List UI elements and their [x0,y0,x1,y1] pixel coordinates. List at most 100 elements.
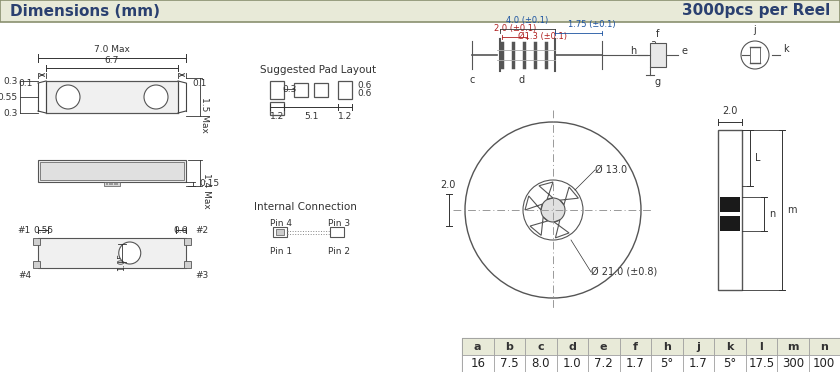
Bar [651,355,683,372]
Text: #3: #3 [195,271,208,280]
Bar [462,338,494,355]
Text: Pin 4: Pin 4 [270,219,292,228]
Text: Ø 13.0: Ø 13.0 [595,165,627,175]
Text: 0.3: 0.3 [3,77,18,86]
Circle shape [144,85,168,109]
Text: 1.2: 1.2 [338,112,352,121]
Bar [720,197,740,212]
Text: Pin 2: Pin 2 [328,247,350,256]
Bar [777,355,809,372]
Text: b: b [506,341,513,352]
Text: Pin 3: Pin 3 [328,219,350,228]
Bar [557,355,588,372]
Bar [0,0,840,22]
Text: Ø 21.0 (±0.8): Ø 21.0 (±0.8) [591,267,657,277]
Bar [330,227,344,237]
Bar [113,183,116,185]
Text: #1: #1 [18,226,31,235]
Bar [46,81,178,113]
Text: e: e [682,46,688,56]
Bar [184,238,191,245]
Text: 0.55: 0.55 [0,93,18,102]
Text: 2.0 (±0.1): 2.0 (±0.1) [494,24,536,33]
Text: 2.0: 2.0 [722,106,738,116]
Text: l: l [759,341,763,352]
Bar [718,130,742,290]
Text: m: m [787,341,799,352]
Text: 1.4 Max: 1.4 Max [202,173,211,209]
Text: 5°: 5° [660,357,674,370]
Text: 1.5 Max: 1.5 Max [200,97,208,133]
Text: 7.5: 7.5 [500,357,518,370]
Bar [525,355,557,372]
Text: 16: 16 [470,357,486,370]
Text: L: L [755,153,760,163]
Bar [338,81,352,99]
Text: k: k [783,44,789,54]
Text: #4: #4 [18,271,31,280]
Text: 100: 100 [813,357,835,370]
Bar [462,338,840,372]
Bar [104,182,120,186]
Text: 1.7: 1.7 [626,357,644,370]
Text: 5.1: 5.1 [304,112,318,121]
Text: k: k [726,341,733,352]
Bar [620,355,651,372]
Text: 1.05: 1.05 [118,253,126,272]
Text: c: c [470,75,475,85]
Bar [651,338,683,355]
Bar [117,183,118,185]
Text: 17.5: 17.5 [748,357,774,370]
Text: 0.1: 0.1 [18,78,33,87]
Bar [720,217,740,231]
Bar [106,183,108,185]
Bar [273,227,287,237]
Text: Ø1.3 (±0.1): Ø1.3 (±0.1) [518,32,567,41]
Circle shape [541,198,565,222]
Bar [111,183,113,185]
Bar [746,355,777,372]
Text: g: g [655,77,661,87]
Bar [557,338,588,355]
Text: 3000pcs per Reel: 3000pcs per Reel [682,3,830,19]
Bar [809,338,840,355]
Text: 1.0: 1.0 [563,357,581,370]
Bar [462,355,494,372]
Text: 6.7: 6.7 [105,56,119,65]
Text: 0.1: 0.1 [192,78,207,87]
Text: #2: #2 [195,226,208,235]
Text: f: f [656,29,659,39]
Text: 7.0 Max: 7.0 Max [94,45,130,54]
Bar [777,338,809,355]
Bar [650,43,666,67]
Text: j: j [696,341,701,352]
Text: n: n [769,209,775,219]
Bar [750,47,760,63]
Text: 0.6: 0.6 [357,89,371,97]
Bar [40,162,184,180]
Bar [746,338,777,355]
Text: a: a [650,39,656,49]
Text: 0.15: 0.15 [199,180,219,189]
Text: h: h [630,46,636,56]
Text: 1.7: 1.7 [689,357,707,370]
Bar [588,355,620,372]
Bar [494,338,525,355]
Bar [809,355,840,372]
Text: 0.55: 0.55 [33,226,53,235]
Text: 0.6: 0.6 [174,226,188,235]
Text: Suggested Pad Layout: Suggested Pad Layout [260,65,376,75]
Bar [714,338,746,355]
Text: d: d [519,75,525,85]
Bar [38,160,186,182]
Text: 2.0: 2.0 [440,180,455,190]
Text: 0.3: 0.3 [283,84,297,93]
Circle shape [118,242,141,264]
Bar [683,355,714,372]
Bar [525,338,557,355]
Text: Pin 1: Pin 1 [270,247,292,256]
Text: 300: 300 [782,357,804,370]
Text: b: b [650,48,656,58]
Text: Dimensions (mm): Dimensions (mm) [10,3,160,19]
Bar [33,238,40,245]
